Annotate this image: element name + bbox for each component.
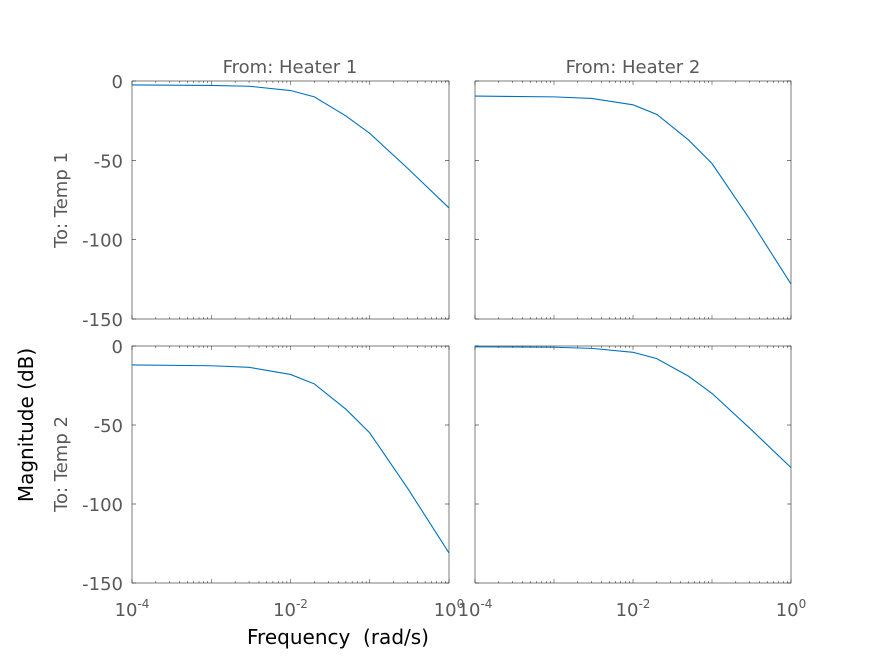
x-tick-label: 10-2 [273, 597, 308, 621]
y-tick-label: -100 [82, 495, 123, 516]
column-title-heater-2: From: Heater 2 [566, 57, 701, 78]
y-tick-label: -100 [82, 231, 123, 252]
panel-box [475, 81, 791, 319]
row-label-temp-1: To: Temp 1 [51, 152, 72, 249]
x-axis-label: Frequency (rad/s) [247, 625, 429, 649]
panel-box [132, 346, 449, 583]
panel-frame-r1-c0 [132, 346, 449, 583]
row-label-temp-2: To: Temp 2 [51, 416, 72, 513]
panel-frame-r0-c0 [132, 81, 449, 319]
panel-frame-r0-c1 [475, 81, 791, 319]
panel-frame-r1-c1 [475, 346, 791, 583]
panel-box [132, 81, 449, 319]
panel-box [475, 346, 791, 583]
y-axis-label: Magnitude (dB) [14, 348, 38, 502]
y-tick-label: 0 [112, 72, 123, 93]
y-tick-label: 0 [112, 337, 123, 358]
y-tick-label: -50 [94, 151, 123, 172]
x-tick-label: 10-4 [458, 597, 493, 621]
x-tick-label: 10-2 [616, 597, 651, 621]
y-tick-label: -150 [82, 574, 123, 595]
column-title-heater-1: From: Heater 1 [223, 57, 358, 78]
x-tick-label: 10-4 [115, 597, 150, 621]
y-tick-label: -150 [82, 310, 123, 331]
y-tick-label: -50 [94, 416, 123, 437]
x-tick-label: 100 [776, 597, 807, 621]
